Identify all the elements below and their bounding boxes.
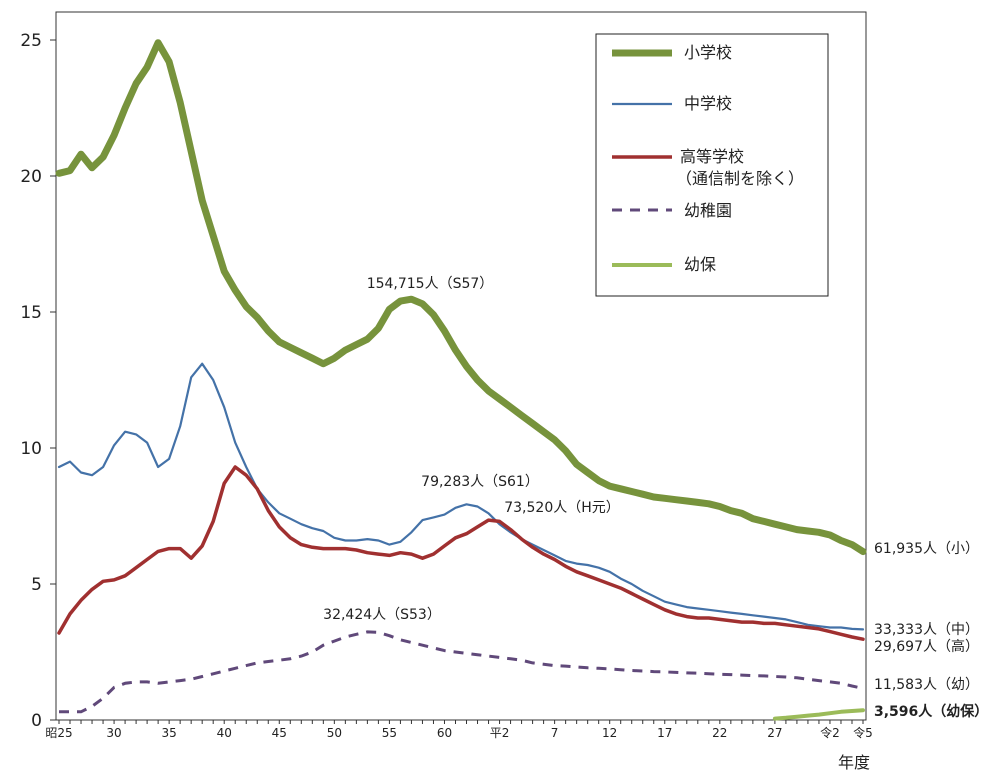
end-labels: 61,935人（小） 33,333人（中）29,697人（高） 11,583人（幼）… xyxy=(874,541,988,720)
x-tick-label: 35 xyxy=(161,726,176,740)
end-label: 61,935人（小） xyxy=(874,541,979,557)
annotation-label: 154,715人（S57） xyxy=(367,276,494,292)
y-tick-label: 5 xyxy=(31,575,42,595)
x-tick-label: 27 xyxy=(767,726,782,740)
x-tick-label: 昭25 xyxy=(45,726,72,740)
series-layer xyxy=(55,39,867,721)
legend-label: 中学校 xyxy=(684,94,732,113)
y-tick-label: 20 xyxy=(20,167,42,187)
annotation-label: 79,283人（S61） xyxy=(421,474,539,490)
x-tick-label: 30 xyxy=(106,726,121,740)
x-tick-label: 22 xyxy=(712,726,727,740)
y-tick-label: 25 xyxy=(20,31,42,51)
x-tick-label: 40 xyxy=(217,726,232,740)
x-tick-label: 50 xyxy=(327,726,342,740)
y-tick-label: 10 xyxy=(20,439,42,459)
annotation-label: 73,520人（H元） xyxy=(504,500,620,516)
x-tick-label: 令5 xyxy=(853,725,873,740)
annotation-label: 32,424人（S53） xyxy=(323,607,441,623)
x-tick-label: 令2 xyxy=(820,725,840,740)
x-tick-label: 7 xyxy=(551,726,559,740)
annotations: 154,715人（S57） 79,283人（S61） 73,520人（H元） 32,4… xyxy=(323,276,620,623)
x-axis-title: 年度 xyxy=(838,753,870,772)
x-tick-label: 17 xyxy=(657,726,672,740)
end-label: 29,697人（高） xyxy=(874,638,979,655)
series-kindergarten-nursery xyxy=(772,708,865,721)
legend-label: 幼稚園 xyxy=(684,201,732,220)
legend-label: 小学校 xyxy=(684,43,732,62)
x-axis: 昭25 30 35 40 45 50 55 60 平2 7 12 17 22 27 令2 令5 xyxy=(45,720,873,740)
series-high-school xyxy=(57,465,865,641)
y-tick-label: 15 xyxy=(20,303,42,323)
x-tick-label: 55 xyxy=(382,726,397,740)
series-kindergarten xyxy=(59,630,864,714)
y-tick-label: 0 xyxy=(31,711,42,731)
x-tick-label: 45 xyxy=(272,726,287,740)
x-tick-label: 12 xyxy=(602,726,617,740)
x-tick-label: 平2 xyxy=(490,726,510,740)
series-junior-high xyxy=(57,362,865,631)
legend-label: 高等学校（通信制を除く） xyxy=(676,147,804,188)
end-label: 33,333人（中） xyxy=(874,622,979,638)
series-elementary xyxy=(55,39,867,556)
legend-box xyxy=(595,33,829,297)
end-label: 3,596人（幼保） xyxy=(874,703,988,720)
x-tick-label: 60 xyxy=(437,726,452,740)
end-label: 11,583人（幼） xyxy=(874,677,979,693)
y-axis: 0 5 10 15 20 25 xyxy=(20,31,56,731)
legend-label: 幼保 xyxy=(684,255,716,274)
